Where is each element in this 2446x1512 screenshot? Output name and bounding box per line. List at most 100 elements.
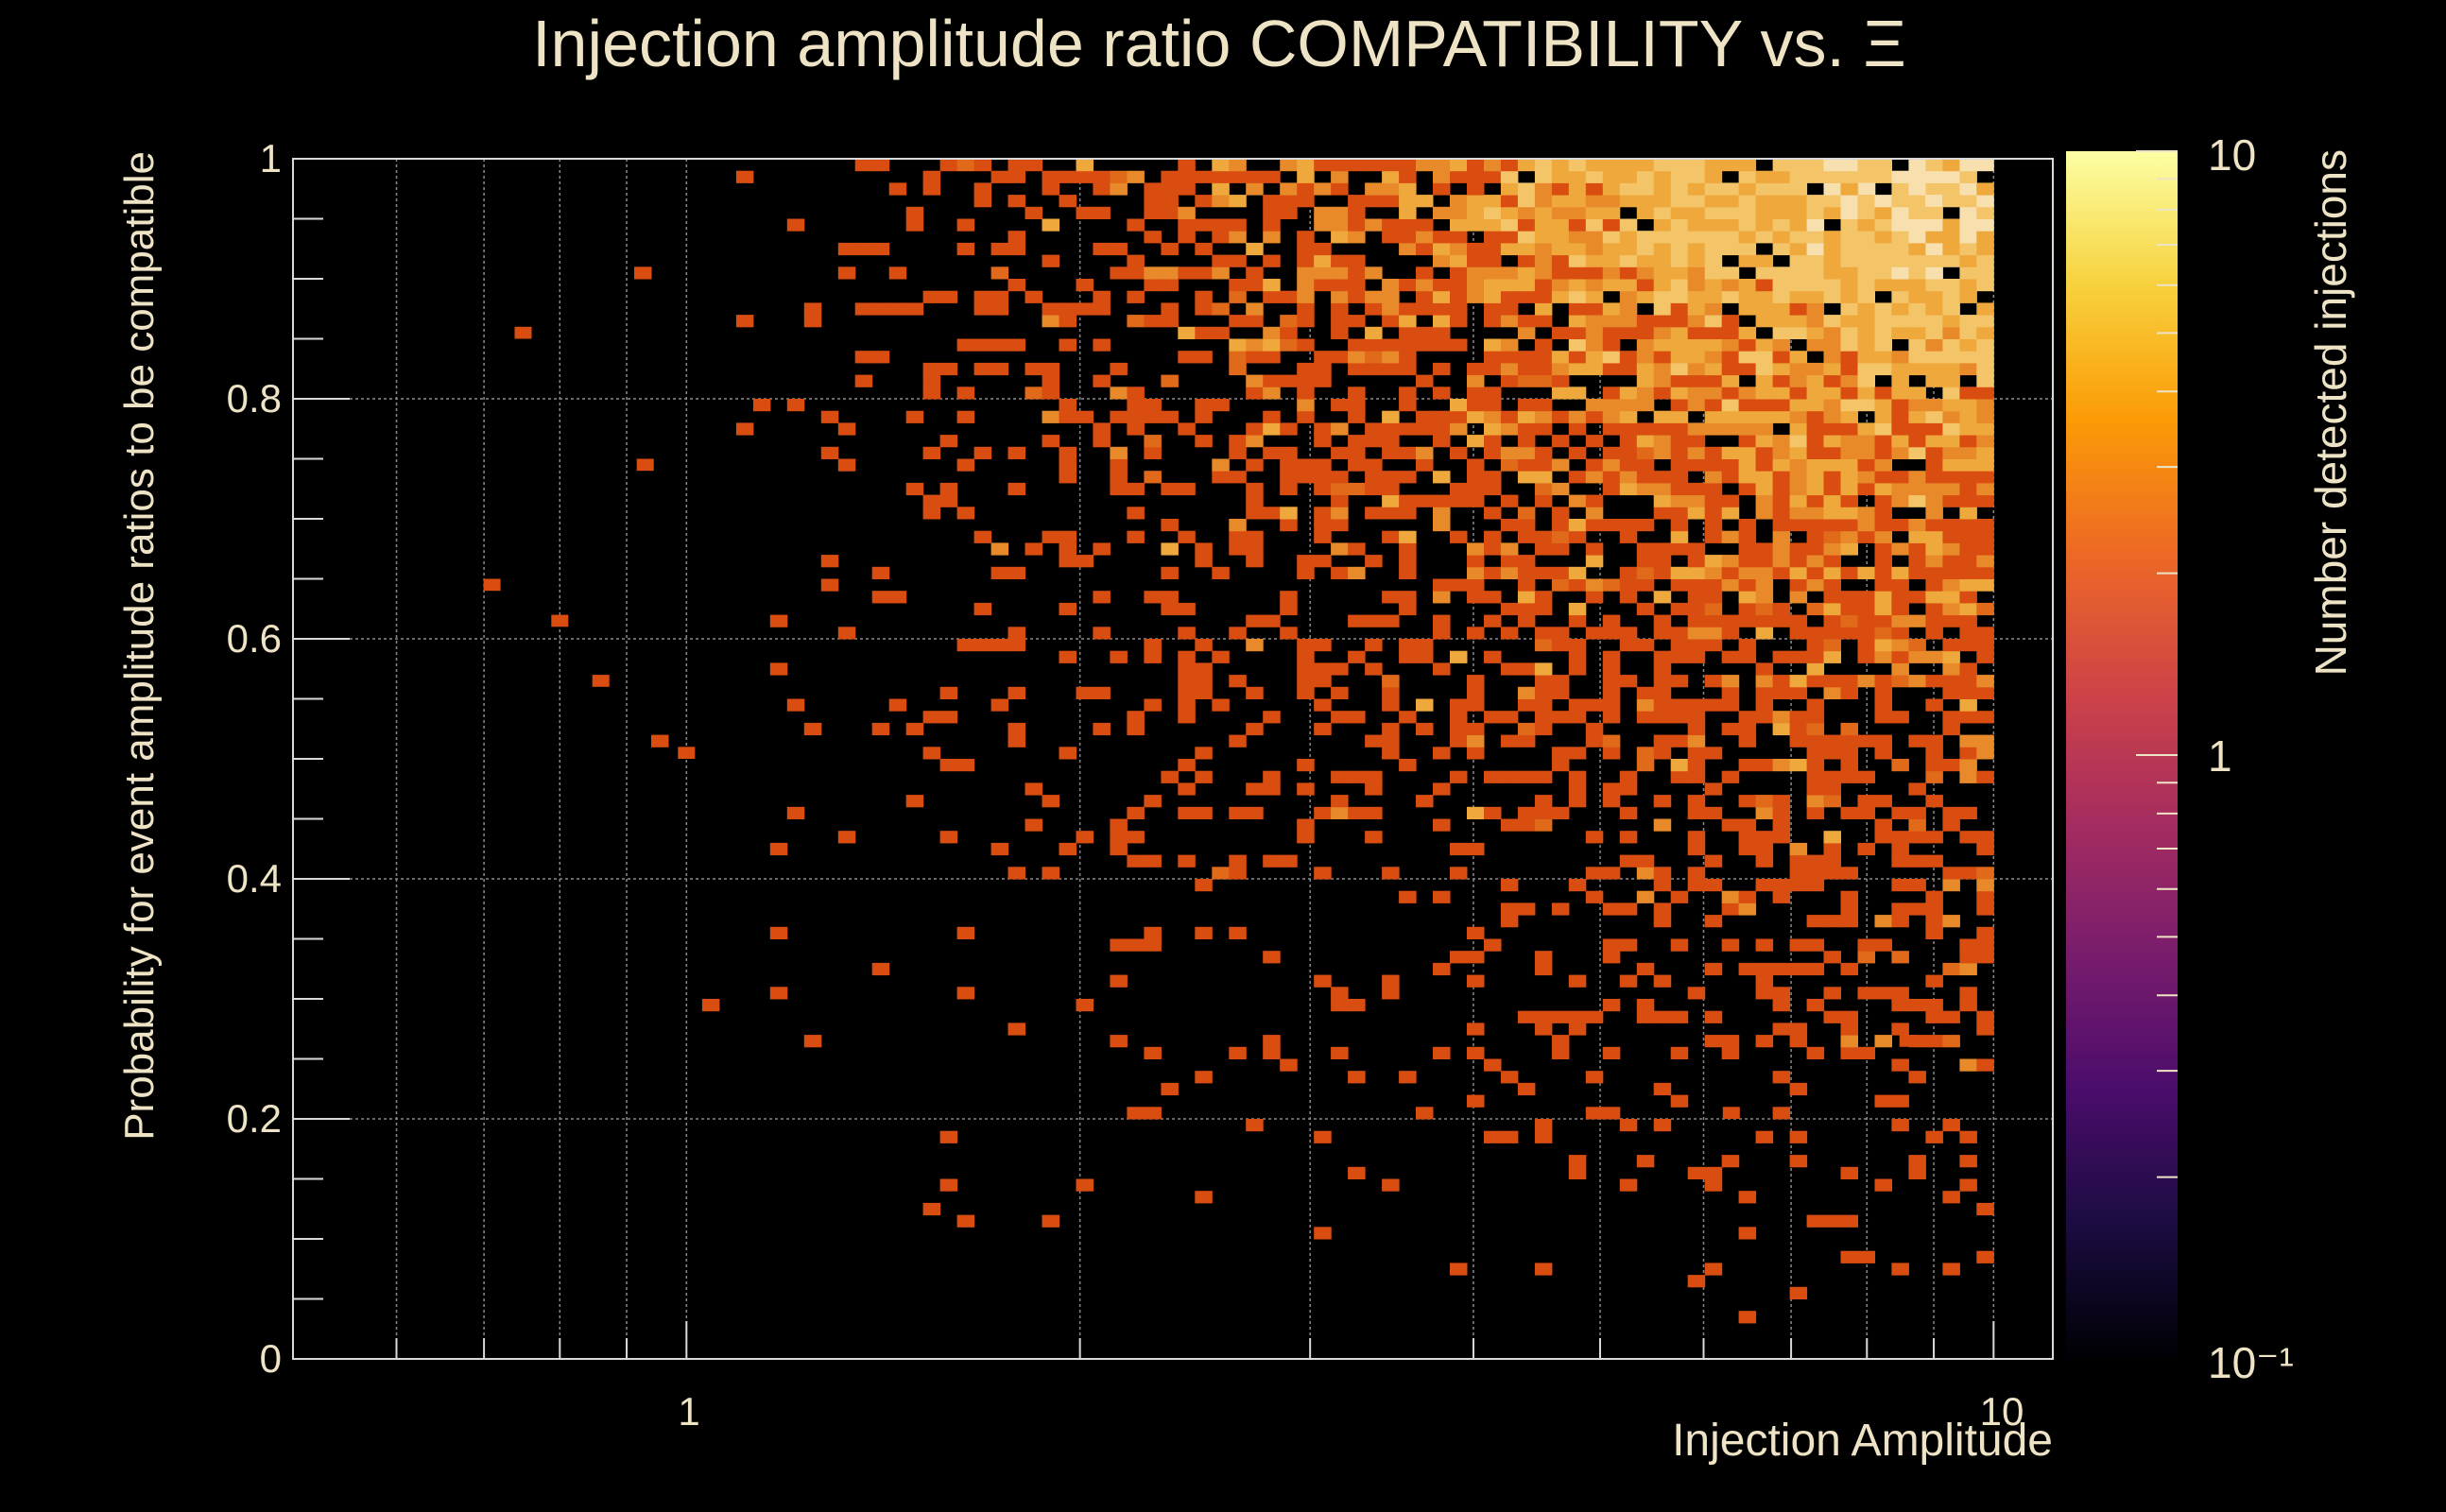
heatmap-cell <box>1246 242 1264 256</box>
heatmap-cell <box>1823 519 1841 532</box>
heatmap-cell <box>1942 675 1960 688</box>
heatmap-cell <box>1127 1107 1145 1120</box>
heatmap-cell <box>1365 831 1383 844</box>
heatmap-cell <box>1178 759 1196 772</box>
heatmap-cell <box>1925 446 1943 459</box>
heatmap-cell <box>1891 254 1909 267</box>
heatmap-cell <box>1534 471 1553 484</box>
heatmap-cell <box>1314 662 1332 676</box>
heatmap-cell <box>1687 507 1706 520</box>
heatmap-cell <box>1602 614 1621 627</box>
heatmap-cell <box>1687 351 1706 364</box>
heatmap-cell <box>1484 566 1502 579</box>
heatmap-cell <box>1670 446 1689 459</box>
heatmap-cell <box>1857 675 1875 688</box>
heatmap-cell <box>1602 675 1621 688</box>
heatmap-cell <box>1908 471 1926 484</box>
heatmap-cell <box>1517 1082 1536 1096</box>
heatmap-cell <box>1755 195 1774 208</box>
heatmap-cell <box>1416 242 1434 256</box>
heatmap-cell <box>1619 974 1638 988</box>
heatmap-cell <box>1942 435 1960 448</box>
heatmap-cell <box>1704 639 1723 652</box>
heatmap-cell <box>1840 686 1858 699</box>
heatmap-cell <box>1874 795 1892 808</box>
heatmap-cell <box>1721 410 1740 423</box>
heatmap-cell <box>1925 1130 1943 1143</box>
heatmap-cell <box>1789 879 1808 892</box>
heatmap-cell <box>1619 902 1638 916</box>
heatmap-cell <box>1246 458 1264 472</box>
heatmap-cell <box>1976 315 1994 328</box>
heatmap-cell <box>1365 555 1383 568</box>
heatmap-cell <box>1450 842 1468 856</box>
heatmap-cell <box>1534 662 1553 676</box>
heatmap-cell <box>973 362 992 376</box>
heatmap-cell <box>1331 254 1349 267</box>
heatmap-cell <box>1382 218 1400 232</box>
heatmap-cell <box>1925 507 1943 520</box>
heatmap-cell <box>1942 410 1960 423</box>
heatmap-cell <box>1925 326 1943 339</box>
heatmap-cell <box>1517 818 1536 832</box>
heatmap-cell <box>1755 507 1774 520</box>
heatmap-cell <box>1331 566 1349 579</box>
heatmap-cell <box>1959 218 1977 232</box>
heatmap-cell <box>1229 1046 1247 1059</box>
heatmap-cell <box>1857 987 1875 1000</box>
heatmap-cell <box>1755 182 1774 196</box>
heatmap-cell <box>1484 1058 1502 1072</box>
heatmap-cell <box>1585 399 1604 412</box>
heatmap-cell <box>1076 159 1094 172</box>
heatmap-cell <box>1585 338 1604 352</box>
heatmap-cell <box>1314 519 1332 532</box>
heatmap-cell <box>1076 999 1094 1012</box>
heatmap-cell <box>1874 519 1892 532</box>
heatmap-cell <box>1942 338 1960 352</box>
heatmap-cell <box>1365 326 1383 339</box>
heatmap-cell <box>1959 675 1977 688</box>
heatmap-cell <box>1619 482 1638 496</box>
heatmap-cell <box>1212 867 1230 880</box>
heatmap-cell <box>1755 206 1774 219</box>
heatmap-cell <box>1636 279 1655 292</box>
heatmap-cell <box>1280 602 1298 616</box>
heatmap-cell <box>1687 566 1706 579</box>
heatmap-cell <box>1942 962 1960 976</box>
heatmap-cell <box>1925 650 1943 663</box>
heatmap-cell <box>1823 254 1841 267</box>
heatmap-cell <box>1382 471 1400 484</box>
heatmap-cell <box>1891 1094 1909 1108</box>
heatmap-cell <box>1738 542 1757 556</box>
heatmap-cell <box>1823 507 1841 520</box>
heatmap-cell <box>1959 686 1977 699</box>
heatmap-cell <box>1772 170 1791 183</box>
heatmap-cell <box>1653 662 1672 676</box>
heatmap-cell <box>1959 806 1977 819</box>
heatmap-cell <box>1399 302 1417 316</box>
heatmap-cell <box>1959 999 1977 1012</box>
heatmap-cell <box>1484 650 1502 663</box>
heatmap-cell <box>956 639 975 652</box>
heatmap-cell <box>1195 399 1213 412</box>
heatmap-cell <box>1925 1035 1943 1048</box>
heatmap-cell <box>1382 351 1400 364</box>
heatmap-cell <box>1942 650 1960 663</box>
heatmap-cell <box>1619 519 1638 532</box>
heatmap-cell <box>1331 266 1349 280</box>
heatmap-cell <box>1857 951 1875 964</box>
heatmap-cell <box>1755 831 1774 844</box>
heatmap-cell <box>1093 374 1111 387</box>
heatmap-cell <box>701 999 720 1012</box>
heatmap-cell <box>1042 362 1059 376</box>
heatmap-cell <box>1942 686 1960 699</box>
heatmap-cell <box>1874 326 1892 339</box>
heatmap-cell <box>1551 182 1570 196</box>
heatmap-cell <box>1178 206 1196 219</box>
heatmap-cell <box>1517 254 1536 267</box>
heatmap-cell <box>1636 639 1655 652</box>
heatmap-cell <box>956 218 975 232</box>
heatmap-cell <box>1331 471 1349 484</box>
heatmap-cell <box>1704 482 1723 496</box>
heatmap-cell <box>1246 614 1264 627</box>
